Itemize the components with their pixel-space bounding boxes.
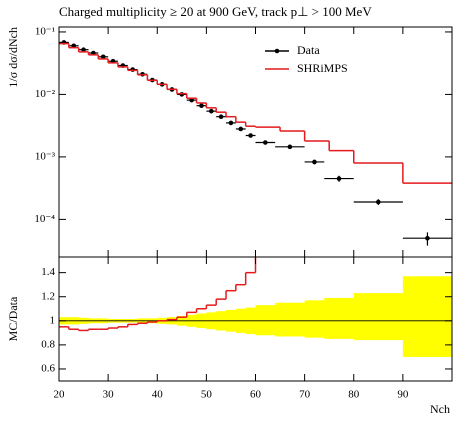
- data-point: [263, 140, 268, 145]
- data-point: [238, 126, 244, 132]
- data-point: [425, 235, 430, 241]
- y-tick-label: 0.8: [41, 338, 55, 350]
- uncertainty-band: [304, 300, 325, 338]
- ratio-plot: [59, 257, 452, 357]
- data-point: [312, 159, 317, 165]
- x-tick-label: 90: [397, 389, 409, 401]
- x-tick-label: 40: [152, 389, 164, 401]
- legend-label: Data: [297, 43, 320, 57]
- y-tick-label: 10⁻³: [35, 150, 56, 162]
- x-tick-label: 60: [250, 389, 262, 401]
- data-point: [81, 47, 86, 52]
- data-point: [376, 199, 381, 205]
- ratio-frame: [58, 256, 453, 382]
- data-point: [228, 120, 234, 126]
- uncertainty-band: [324, 297, 355, 339]
- main-plot: [59, 40, 452, 246]
- ratio-y-axis-label: MC/Data: [6, 296, 20, 341]
- x-tick-label: 70: [299, 389, 311, 401]
- y-tick-label: 1: [50, 314, 56, 326]
- data-point: [287, 144, 293, 150]
- axes: 10⁻¹ 10⁻² 10⁻³ 10⁻⁴ Data SHRiMPS 0.6 0.8 1 1.2 1.4…: [34, 25, 452, 401]
- data-point: [208, 108, 214, 114]
- uncertainty-band: [402, 276, 452, 357]
- chart-title: Charged multiplicity ≥ 20 at 900 GeV, tr…: [59, 4, 372, 19]
- data-point: [199, 103, 204, 109]
- x-tick-label: 30: [103, 389, 115, 401]
- y-tick-label: 1.4: [41, 266, 55, 278]
- legend-label: SHRiMPS: [297, 61, 348, 75]
- uncertainty-band: [255, 305, 276, 336]
- data-point: [248, 133, 253, 138]
- data-point: [100, 54, 106, 60]
- y-axis-label: 1/σ dσ/dNch: [6, 27, 20, 88]
- data-point: [189, 97, 194, 103]
- y-tick-label: 0.6: [41, 362, 55, 374]
- data-point: [218, 114, 224, 120]
- data-point: [179, 92, 185, 97]
- x-tick-label: 50: [201, 389, 213, 401]
- x-tick-label: 80: [348, 389, 360, 401]
- legend-marker: [274, 48, 280, 54]
- y-tick-label: 1.2: [41, 290, 55, 302]
- y-tick-label: 10⁻²: [35, 88, 56, 100]
- uncertainty-band: [275, 302, 305, 337]
- x-axis-label: Nch: [430, 402, 450, 416]
- y-tick-label: 10⁻¹: [35, 25, 55, 37]
- data-point: [336, 176, 342, 181]
- x-tick-label: 20: [54, 389, 66, 401]
- y-tick-label: 10⁻⁴: [34, 213, 55, 225]
- data-point: [130, 67, 135, 72]
- uncertainty-band: [353, 293, 404, 341]
